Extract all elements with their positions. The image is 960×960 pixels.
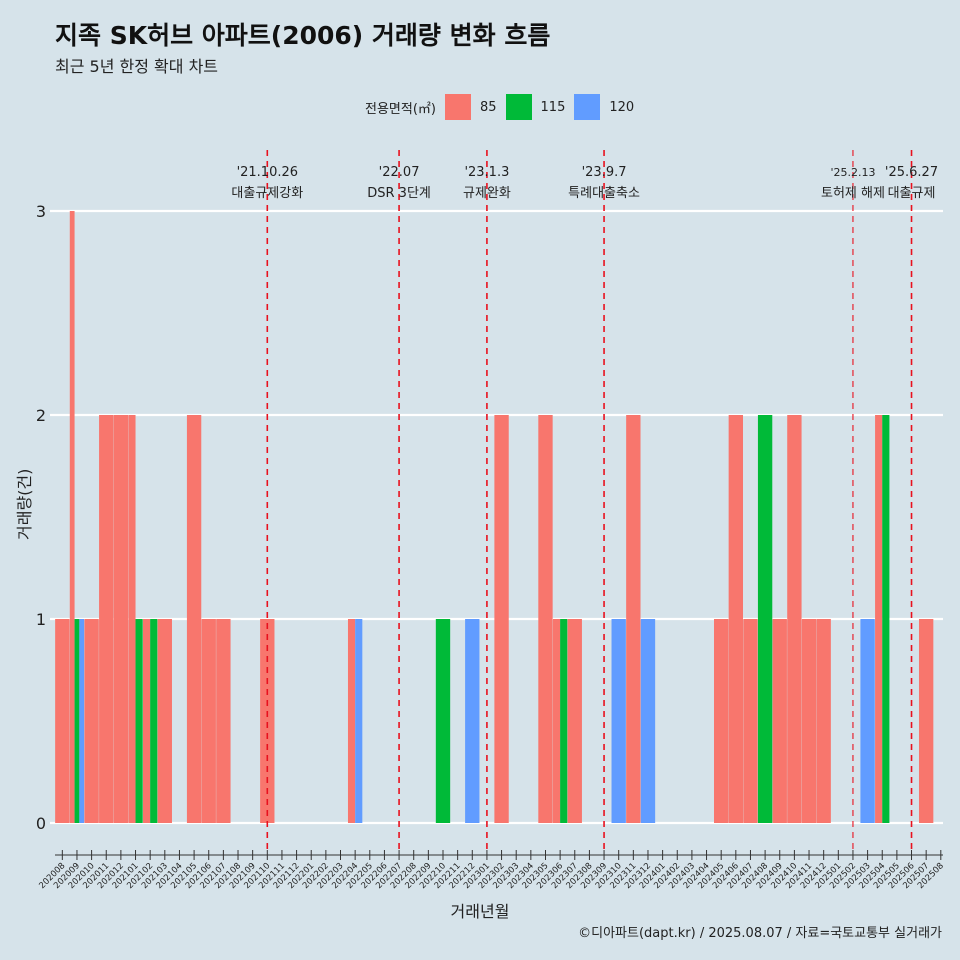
bar-202504-85	[875, 415, 883, 823]
event-label-202506: 대출규제	[888, 186, 936, 201]
legend-label-85: 85	[479, 99, 497, 115]
bar-202507-85	[918, 619, 934, 823]
bar-202302-85	[494, 415, 509, 823]
event-date-202502: '25.2.13	[830, 166, 875, 179]
legend-item-120: 120	[574, 94, 634, 120]
event-date-202207: '22.07	[379, 165, 420, 180]
bar-202009-120	[79, 619, 85, 823]
bar-202503-120	[860, 619, 875, 823]
bar-202310-120	[611, 619, 626, 823]
x-axis-label: 거래년월	[450, 902, 510, 921]
bar-202102-115	[150, 619, 158, 823]
event-label-202502: 토허제 해제	[821, 186, 885, 201]
legend-swatch-85	[444, 94, 471, 120]
event-label-202301: 규제완화	[463, 186, 511, 201]
bar-202009-115	[74, 619, 80, 823]
event-label-202110: 대출규제강화	[231, 186, 303, 201]
source-caption: ©디아파트(dapt.kr) / 2025.08.07 / 자료=국토교통부 실…	[578, 926, 942, 941]
bar-202411-85	[801, 619, 817, 823]
bar-202409-85	[772, 619, 787, 823]
bar-202212-120	[465, 619, 480, 823]
bar-202101-115	[135, 619, 143, 823]
bar-202406-85	[728, 415, 743, 823]
bar-202408-115	[757, 415, 773, 823]
bar-202110-85	[260, 619, 275, 823]
bar-202107-85	[216, 619, 231, 823]
bar-202204-85	[347, 619, 356, 823]
event-label-202207: DSR 3단계	[367, 186, 431, 201]
bar-202011-85	[99, 415, 114, 823]
y-axis-label: 거래량(건)	[15, 468, 34, 540]
bar-202105-85	[186, 415, 202, 823]
bar-202307-85	[567, 619, 582, 823]
bar-202412-85	[816, 619, 831, 823]
bar-202010-85	[84, 619, 99, 823]
legend-label-120: 120	[609, 99, 635, 115]
y-tick-label-3: 3	[36, 202, 46, 221]
event-date-202506: '25.6.27	[885, 165, 938, 180]
bar-202102-85	[142, 619, 151, 823]
legend-swatch-120	[574, 94, 601, 120]
legend-item-85: 85	[444, 94, 497, 120]
bar-202012-85	[113, 415, 129, 823]
bar-202101-85	[128, 415, 136, 823]
chart-title: 지족 SK허브 아파트(2006) 거래량 변화 흐름	[55, 21, 551, 50]
bar-202008-85	[55, 619, 70, 823]
bar-202305-85	[538, 415, 553, 823]
legend-item-115: 115	[505, 94, 566, 120]
legend-title: 전용면적(㎡)	[365, 101, 436, 117]
bar-202407-85	[743, 619, 758, 823]
bar-202410-85	[787, 415, 802, 823]
bar-202306-85	[552, 619, 561, 823]
event-label-202309: 특례대출축소	[568, 186, 640, 201]
event-date-202309: '23.9.7	[582, 165, 627, 180]
bar-202405-85	[714, 619, 729, 823]
bar-202504-115	[882, 415, 890, 823]
chart-subtitle: 최근 5년 한정 확대 차트	[55, 57, 219, 76]
bar-202106-85	[201, 619, 216, 823]
bar-202312-120	[640, 619, 656, 823]
y-tick-label-2: 2	[36, 406, 46, 425]
legend-swatch-115	[505, 94, 532, 120]
bar-202311-85	[626, 415, 641, 823]
event-date-202110: '21.10.26	[237, 165, 298, 180]
y-tick-label-1: 1	[36, 610, 46, 629]
bar-202009-85	[69, 211, 75, 823]
legend-label-115: 115	[540, 99, 566, 115]
bar-202306-115	[560, 619, 568, 823]
bar-202103-85	[157, 619, 172, 823]
event-date-202301: '23.1.3	[464, 165, 509, 180]
bar-202210-115	[435, 619, 451, 823]
bar-202204-120	[355, 619, 363, 823]
y-tick-label-0: 0	[36, 814, 46, 833]
legend: 전용면적(㎡) 85 115 120	[365, 93, 643, 121]
